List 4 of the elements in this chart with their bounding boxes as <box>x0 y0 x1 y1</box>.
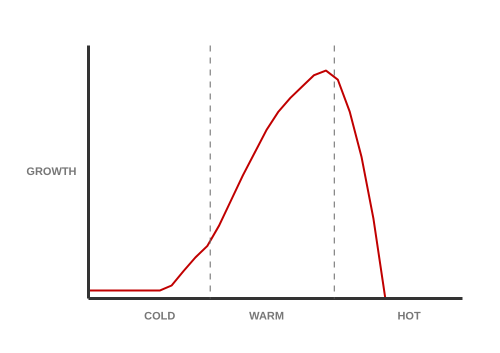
x-tick-label: WARM <box>249 310 284 322</box>
x-tick-label: COLD <box>144 310 176 322</box>
x-tick-label: HOT <box>397 310 421 322</box>
y-axis-title: GROWTH <box>26 166 77 178</box>
